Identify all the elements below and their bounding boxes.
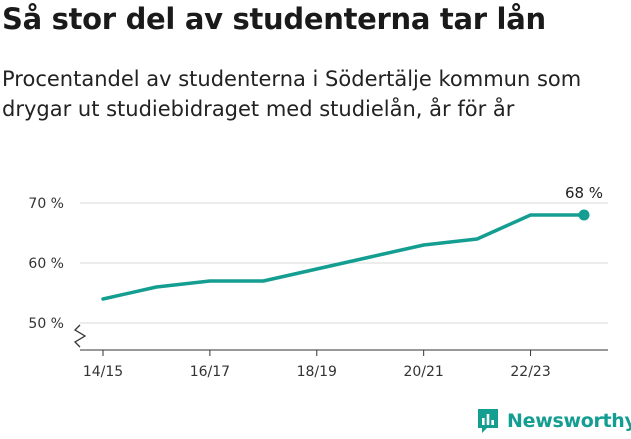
x-tick-label: 20/21 [403,364,443,380]
axis-layer: 50 % 60 % 70 % 14/15 16/17 18/19 20/21 22/23 [28,196,608,380]
y-tick-label: 60 % [28,256,64,272]
axis-break-icon [73,324,87,348]
series-line [101,213,586,301]
brand-name: Newsworthy [507,410,631,432]
x-tick-label: 18/19 [297,364,337,380]
x-tick-label: 22/23 [510,364,550,380]
chart-title: Så stor del av studenterna tar lån [2,2,546,36]
series-layer [101,209,590,301]
y-tick-label: 70 % [28,196,64,212]
newsworthy-logo: Newsworthy [476,407,631,435]
end-point-marker [578,209,590,221]
end-value-label: 68 % [565,184,603,202]
chart-subtitle: Procentandel av studenterna i Södertälje… [2,67,582,121]
y-tick-label: 50 % [28,316,64,332]
newsworthy-icon [478,409,498,433]
x-tick-label: 14/15 [83,364,123,380]
x-tick-label: 16/17 [190,364,230,380]
label-layer: 68 % [565,184,603,202]
